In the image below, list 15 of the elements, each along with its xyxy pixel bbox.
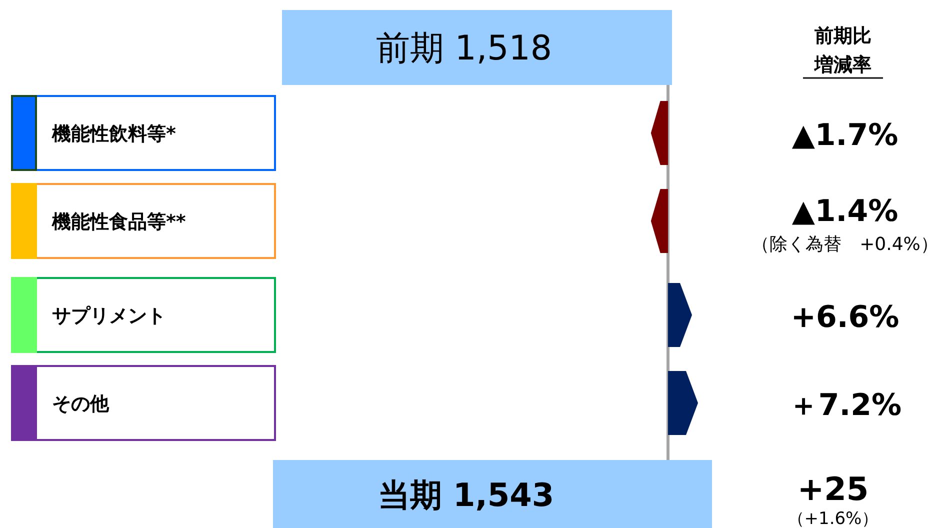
y-tick-label: サプリメント [52,305,166,327]
text: ▲1.7% [792,118,898,153]
text: ▲1.4% [792,194,898,229]
text: （除く為替 +0.4%） [752,234,938,255]
text: +25 [797,470,869,508]
text: ＋7.2% [788,388,902,423]
y-tick-label: 機能性食品等** [51,211,186,233]
text: 当期 1,543 [378,476,554,514]
text: 増減率 [814,54,872,76]
y-tick-label: 機能性飲料等* [51,123,176,145]
text: 前期 1,518 [376,28,552,68]
y-tick-label: その他 [52,393,110,415]
text: 前期比 [814,25,872,47]
text: +6.6% [790,300,900,335]
text: （+1.6%） [787,509,879,528]
